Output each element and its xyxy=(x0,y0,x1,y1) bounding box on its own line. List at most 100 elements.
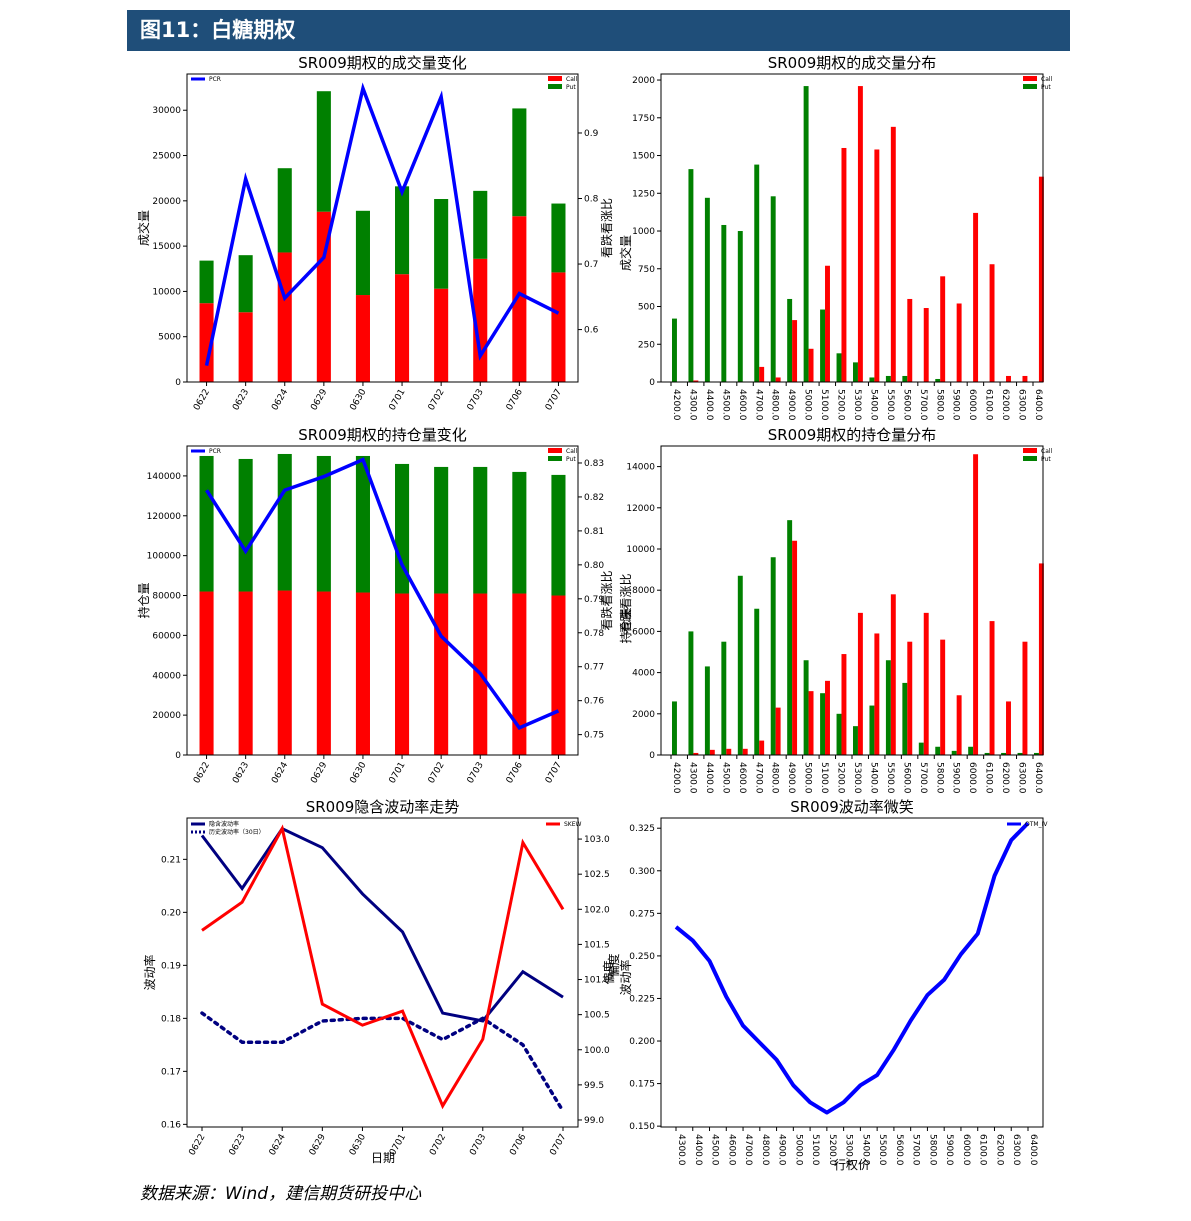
y-axis-tick-label: 20000 xyxy=(152,711,181,721)
put-bar xyxy=(836,353,842,382)
call-bar xyxy=(742,748,748,755)
x-axis-tick-label: 4400.0 xyxy=(693,1134,703,1166)
put-bar xyxy=(803,86,809,382)
y-axis-tick-label: 15000 xyxy=(152,242,181,252)
x-axis-tick-label: 6400.0 xyxy=(1028,1134,1038,1166)
plot-frame xyxy=(660,817,1044,1128)
plot-frame xyxy=(660,73,1044,383)
put-bar xyxy=(672,701,677,755)
y2-axis-tick-label: 0.77 xyxy=(584,663,604,673)
x-axis-tick-label: 4300.0 xyxy=(676,1134,686,1166)
y-axis-tick-label: 0.250 xyxy=(629,952,655,962)
put-bar xyxy=(704,197,710,382)
plot-frame xyxy=(660,445,1044,756)
y-axis-tick-label: 20000 xyxy=(152,197,181,207)
call-bar xyxy=(512,593,527,755)
x-axis-tick-label: 5600.0 xyxy=(901,389,911,421)
y2-axis-tick-label: 102.0 xyxy=(584,905,610,915)
put-bar xyxy=(355,210,370,296)
call-bar xyxy=(355,295,370,382)
put-bar xyxy=(688,631,694,755)
x-axis-tick-label: 5200.0 xyxy=(827,1134,837,1166)
plot-frame xyxy=(186,445,579,756)
x-axis-tick-label: 5700.0 xyxy=(918,389,928,421)
y-axis-tick-label: 0.18 xyxy=(161,1014,181,1024)
call-bar xyxy=(808,348,814,382)
x-axis-tick-label: 0702 xyxy=(427,388,447,413)
y-axis-tick-label: 6000 xyxy=(632,627,655,637)
call-bar xyxy=(989,621,995,755)
x-axis-tick-label: 0622 xyxy=(192,388,212,413)
call-bar xyxy=(923,612,929,755)
y-axis-tick-label: 140000 xyxy=(147,472,182,482)
legend-right-swatch xyxy=(548,448,562,453)
x-axis-tick-label: 6300.0 xyxy=(1011,1134,1021,1166)
put-bar xyxy=(199,455,214,592)
put-bar xyxy=(316,91,331,212)
call-bar xyxy=(199,591,214,755)
y-axis-title: 持仓量 xyxy=(618,607,633,643)
x-axis-tick-label: 6100.0 xyxy=(984,389,994,421)
x-axis-tick-label: 4800.0 xyxy=(770,762,780,794)
put-bar xyxy=(918,742,924,755)
chart-open-interest-distribution: SR009期权的持仓量分布 0 2000 4000 6000 8000 10000 12000… xyxy=(618,426,1053,794)
put-bar xyxy=(820,309,826,382)
x-axis-tick-label: 0701 xyxy=(388,761,408,786)
y2-axis-tick-label: 99.0 xyxy=(584,1116,604,1126)
chart-volatility-smile: SR009波动率微笑 0.150 0.175 0.200 0.225 0.250 0.275… xyxy=(606,798,1048,1172)
call-bar xyxy=(316,591,331,755)
call-bar xyxy=(973,212,979,382)
y-axis-tick-label: 10000 xyxy=(626,545,655,555)
y-axis-title: 成交量 xyxy=(618,235,633,271)
y-axis-tick-label: 40000 xyxy=(152,671,181,681)
call-bar xyxy=(551,595,566,755)
y-axis-tick-label: 0.325 xyxy=(629,824,655,834)
put-bar xyxy=(395,463,410,594)
put-bar xyxy=(951,750,957,755)
x-axis-tick-label: 6200.0 xyxy=(1000,762,1010,794)
pcr-line xyxy=(204,82,560,366)
y-axis-tick-label: 0.175 xyxy=(629,1080,655,1090)
call-bar xyxy=(709,749,715,755)
put-bar xyxy=(737,575,743,755)
x-axis-tick-label: 0629 xyxy=(308,1132,328,1157)
put-bar xyxy=(869,377,875,382)
call-bar xyxy=(940,276,946,382)
call-bar xyxy=(1022,641,1028,755)
legend-swatch xyxy=(1023,76,1037,81)
y2-axis-tick-label: 100.0 xyxy=(584,1046,610,1056)
x-axis-tick-label: 6200.0 xyxy=(1000,389,1010,421)
y2-axis-title: 看跌看涨比 xyxy=(599,570,614,630)
x-axis-tick-label: 0630 xyxy=(348,387,368,412)
put-bar xyxy=(935,746,941,755)
put-bar xyxy=(704,666,710,755)
x-axis-tick-label: 5900.0 xyxy=(944,1134,954,1166)
x-axis-tick-label: 0630 xyxy=(348,760,368,785)
legend-right-label: Call xyxy=(566,448,578,455)
y-axis-title: 成交量 xyxy=(136,210,151,246)
put-bar xyxy=(199,260,214,304)
put-bar xyxy=(902,682,908,755)
put-bar xyxy=(473,466,488,594)
y2-axis-tick-label: 0.83 xyxy=(584,459,604,469)
put-bar xyxy=(836,713,842,755)
put-bar xyxy=(902,375,908,382)
put-bar xyxy=(885,375,891,382)
y-axis-title: 持仓量 xyxy=(136,582,151,618)
call-bar xyxy=(907,298,913,382)
x-axis-tick-label: 6300.0 xyxy=(1017,389,1027,421)
x-axis-tick-label: 5000.0 xyxy=(803,762,813,794)
plot-frame xyxy=(186,817,579,1128)
y-axis-tick-label: 0.200 xyxy=(629,1037,655,1047)
y-axis-title: 波动率 xyxy=(142,954,157,990)
y2-axis-tick-label: 99.5 xyxy=(584,1081,604,1091)
otm-iv-line xyxy=(674,821,1030,1115)
y2-axis-title: 看跌看涨比 xyxy=(599,198,614,258)
put-bar xyxy=(935,378,941,382)
x-axis-tick-label: 6000.0 xyxy=(967,389,977,421)
x-axis-tick-label: 5900.0 xyxy=(951,762,961,794)
x-axis-tick-label: 4600.0 xyxy=(737,762,747,794)
historical-vol-line xyxy=(200,1011,565,1113)
put-bar xyxy=(277,453,292,591)
chart-title: SR009期权的成交量变化 xyxy=(298,54,467,72)
